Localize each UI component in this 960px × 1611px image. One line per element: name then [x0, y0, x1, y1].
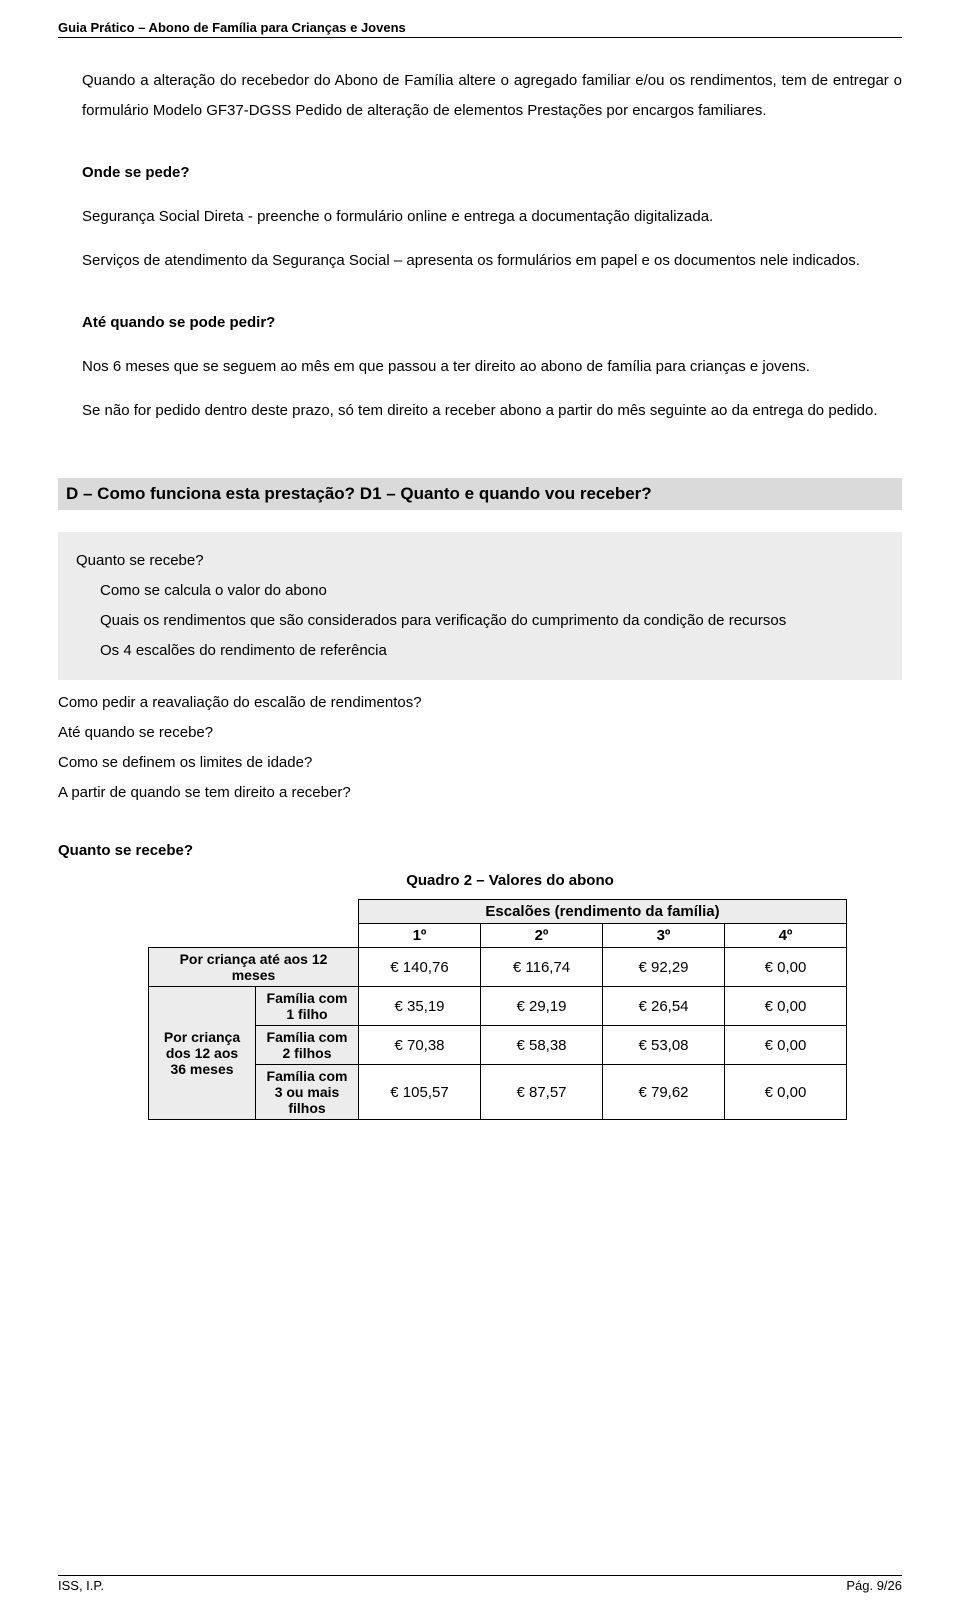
table-blank-cell	[149, 924, 359, 948]
r3c4: € 0,00	[725, 1026, 847, 1065]
grey-line-2: Como se calcula o valor do abono	[76, 576, 884, 606]
r1c1: € 140,76	[359, 948, 481, 987]
table-title: Quadro 2 – Valores do abono	[58, 872, 902, 889]
grey-line-4: Os 4 escalões do rendimento de referênci…	[76, 636, 884, 666]
grey-line-3: Quais os rendimentos que são considerado…	[76, 606, 884, 636]
r1c3: € 92,29	[603, 948, 725, 987]
after-line-3: Como se definem os limites de idade?	[58, 748, 902, 778]
abono-values-table: Escalões (rendimento da família) 1º 2º 3…	[148, 899, 847, 1120]
after-line-4: A partir de quando se tem direito a rece…	[58, 778, 902, 808]
r1c4: € 0,00	[725, 948, 847, 987]
row3-label: Família com 2 filhos	[256, 1026, 359, 1065]
heading-ate-quando: Até quando se pode pedir?	[58, 308, 902, 338]
col-1: 1º	[359, 924, 481, 948]
after-line-1: Como pedir a reavaliação do escalão de r…	[58, 688, 902, 718]
r3c1: € 70,38	[359, 1026, 481, 1065]
footer-left: ISS, I.P.	[58, 1578, 104, 1593]
page-footer: ISS, I.P. Pág. 9/26	[58, 1575, 902, 1593]
row1-label: Por criança até aos 12 meses	[149, 948, 359, 987]
page-header: Guia Prático – Abono de Família para Cri…	[58, 20, 902, 38]
r3c2: € 58,38	[481, 1026, 603, 1065]
row4-label: Família com 3 ou mais filhos	[256, 1065, 359, 1120]
r4c2: € 87,57	[481, 1065, 603, 1120]
row2-label: Família com 1 filho	[256, 987, 359, 1026]
r4c1: € 105,57	[359, 1065, 481, 1120]
grey-info-box: Quanto se recebe? Como se calcula o valo…	[58, 532, 902, 680]
r2c2: € 29,19	[481, 987, 603, 1026]
col-4: 4º	[725, 924, 847, 948]
row-left-label: Por criança dos 12 aos 36 meses	[149, 987, 256, 1120]
paragraph-6meses: Nos 6 meses que se seguem ao mês em que …	[58, 352, 902, 382]
heading-quanto-se-recebe: Quanto se recebe?	[58, 836, 902, 866]
after-line-2: Até quando se recebe?	[58, 718, 902, 748]
r3c3: € 53,08	[603, 1026, 725, 1065]
r4c3: € 79,62	[603, 1065, 725, 1120]
paragraph-servicos: Serviços de atendimento da Segurança Soc…	[58, 246, 902, 276]
r4c4: € 0,00	[725, 1065, 847, 1120]
paragraph-prazo: Se não for pedido dentro deste prazo, só…	[58, 396, 902, 426]
grey-line-1: Quanto se recebe?	[76, 546, 884, 576]
footer-right: Pág. 9/26	[846, 1578, 902, 1593]
paragraph-ssd: Segurança Social Direta - preenche o for…	[58, 202, 902, 232]
paragraph-intro: Quando a alteração do recebedor do Abono…	[58, 66, 902, 126]
section-heading-d: D – Como funciona esta prestação? D1 – Q…	[58, 478, 902, 510]
table-top-header: Escalões (rendimento da família)	[359, 900, 847, 924]
r2c3: € 26,54	[603, 987, 725, 1026]
r2c4: € 0,00	[725, 987, 847, 1026]
col-3: 3º	[603, 924, 725, 948]
table-blank-cell	[149, 900, 359, 924]
r1c2: € 116,74	[481, 948, 603, 987]
r2c1: € 35,19	[359, 987, 481, 1026]
heading-onde-se-pede: Onde se pede?	[58, 158, 902, 188]
col-2: 2º	[481, 924, 603, 948]
